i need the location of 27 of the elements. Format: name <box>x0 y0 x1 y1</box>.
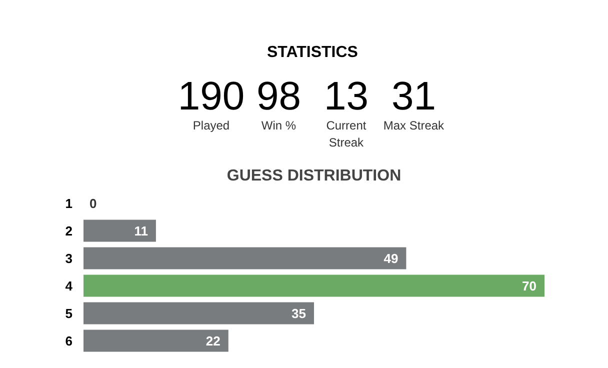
data-label: 35 <box>292 306 306 321</box>
data-label: 13 <box>324 74 368 118</box>
data-label: 11 <box>134 223 148 238</box>
y-tick-label: 3 <box>65 250 73 266</box>
category-label: Current Streak <box>326 118 367 150</box>
y-tick-label: 1 <box>65 196 73 211</box>
chart-title: GUESS DISTRIBUTION <box>226 168 402 184</box>
data-label: 190 <box>178 74 245 118</box>
bar <box>84 247 406 270</box>
bar <box>84 220 156 242</box>
data-label: 22 <box>206 333 220 348</box>
y-tick-label: 6 <box>65 333 73 348</box>
data-label: 70 <box>522 278 537 294</box>
data-label: 31 <box>391 74 436 118</box>
data-label: 49 <box>384 250 398 266</box>
text: STATISTICS <box>267 44 358 61</box>
data-label: 0 <box>90 196 97 211</box>
y-tick-label: 5 <box>65 306 73 321</box>
category-label: Played <box>192 118 230 132</box>
bar <box>84 274 544 297</box>
data-label: 98 <box>256 74 301 118</box>
y-tick-label: 2 <box>65 223 73 238</box>
bar <box>84 302 314 324</box>
y-tick-label: 4 <box>65 278 74 294</box>
category-label: Max Streak <box>383 118 446 132</box>
bar <box>84 330 228 352</box>
category-label: Win % <box>261 118 296 132</box>
